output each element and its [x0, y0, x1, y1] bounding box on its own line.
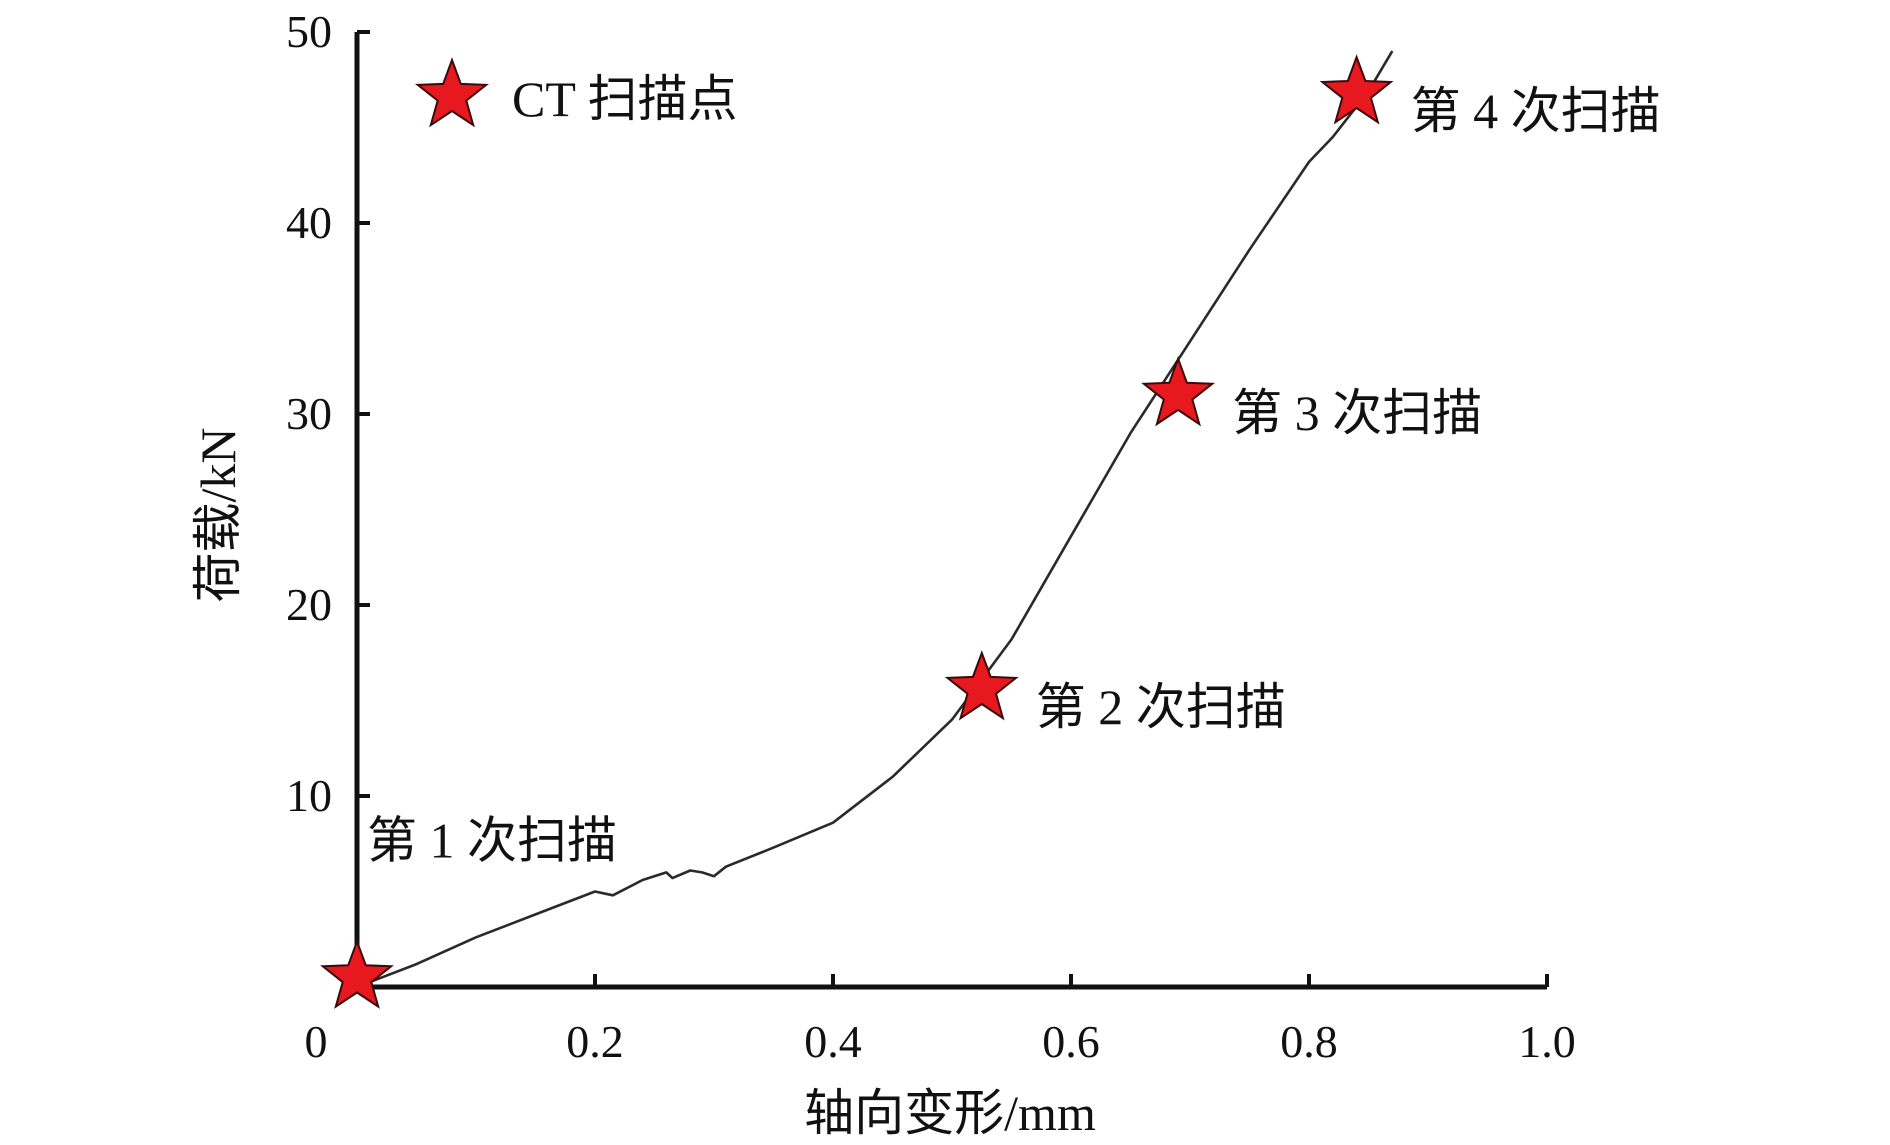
x-tick-label: 0.4: [804, 1016, 862, 1067]
x-tick-label: 0: [305, 1016, 328, 1067]
y-tick-label: 50: [286, 6, 332, 57]
scan-point-label: 第 4 次扫描: [1411, 83, 1661, 139]
legend-star-icon: [415, 57, 489, 128]
axes: [354, 32, 1547, 990]
y-tick-label: 10: [286, 770, 332, 821]
x-tick-label: 0.2: [566, 1016, 624, 1067]
series-line: [356, 50, 1394, 989]
legend-label: CT 扫描点: [512, 71, 738, 127]
legend: CT 扫描点: [415, 57, 738, 128]
series-layer: [356, 50, 1394, 989]
x-axis-title: 轴向变形/mm: [804, 1085, 1096, 1141]
x-tick-label: 1.0: [1518, 1016, 1576, 1067]
y-tick-label: 30: [286, 388, 332, 439]
scan-point-label: 第 2 次扫描: [1036, 679, 1286, 735]
scan-point-label: 第 1 次扫描: [367, 812, 617, 868]
y-tick-label: 20: [286, 579, 332, 630]
y-axis-title: 荷载/kN: [190, 428, 246, 603]
x-tick-label: 0.8: [1280, 1016, 1338, 1067]
y-tick-label: 40: [286, 197, 332, 248]
scan-point-star: [1141, 356, 1216, 427]
scan-markers: 第 1 次扫描 第 2 次扫描 第 3 次扫描 第 4 次扫描: [320, 54, 1661, 1009]
y-ticks: 10 20 30 40 50: [286, 6, 370, 821]
scan-point-label: 第 3 次扫描: [1232, 385, 1482, 441]
x-tick-label: 0.6: [1042, 1016, 1100, 1067]
x-ticks: 0 0.2 0.4 0.6 0.8 1.0: [305, 974, 1576, 1067]
scan-point-star: [944, 650, 1019, 721]
scan-point-star: [1319, 54, 1394, 125]
scan-point-star: [320, 938, 394, 1009]
